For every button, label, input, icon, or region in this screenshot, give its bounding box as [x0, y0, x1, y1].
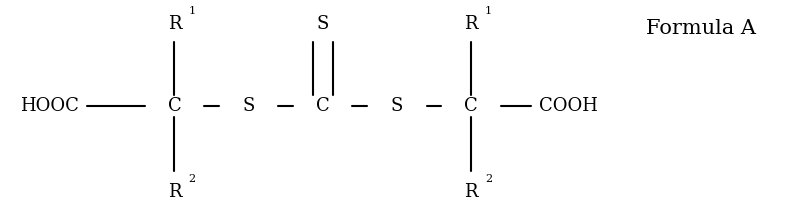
Text: R: R: [167, 183, 182, 201]
Text: R: R: [465, 15, 478, 33]
Text: S: S: [317, 15, 329, 33]
Text: HOOC: HOOC: [20, 97, 79, 115]
Text: R: R: [167, 15, 182, 33]
Text: S: S: [391, 97, 403, 115]
Text: R: R: [465, 183, 478, 201]
Text: 2: 2: [189, 174, 196, 185]
Text: Formula A: Formula A: [646, 19, 756, 38]
Text: C: C: [316, 97, 329, 115]
Text: 1: 1: [485, 6, 492, 16]
Text: COOH: COOH: [539, 97, 598, 115]
Text: C: C: [167, 97, 182, 115]
Text: 1: 1: [189, 6, 196, 16]
Text: 2: 2: [485, 174, 492, 185]
Text: S: S: [242, 97, 255, 115]
Text: C: C: [465, 97, 478, 115]
